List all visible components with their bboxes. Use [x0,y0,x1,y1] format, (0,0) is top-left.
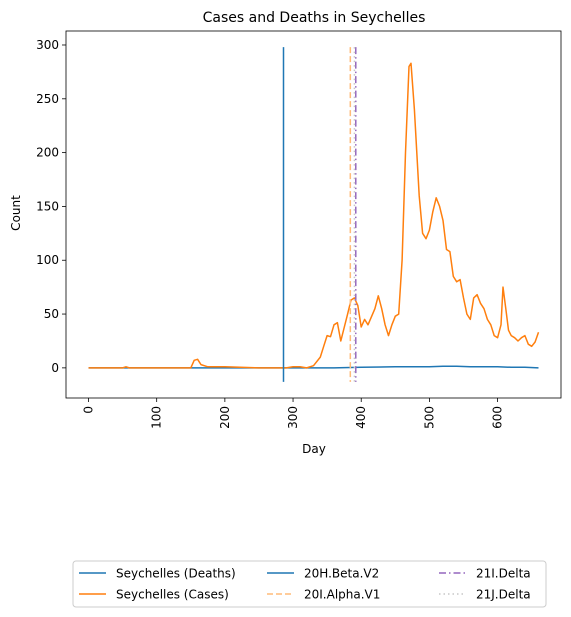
plot-frame [65,30,562,399]
x-tick-label-4: 400 [354,406,368,429]
y-axis-label: Count [9,195,23,231]
y-tick-label-0: 0 [51,361,59,375]
x-tick-label-5: 500 [422,406,436,429]
chart-title: Cases and Deaths in Seychelles [203,10,426,26]
legend-label-0: Seychelles (Deaths) [116,567,236,581]
x-tick-label-0: 0 [82,406,96,414]
y-tick-label-2: 100 [36,253,59,267]
legend-label-1: Seychelles (Cases) [116,588,229,602]
x-tick-label-1: 100 [150,406,164,429]
x-axis-label: Day [302,442,326,456]
y-tick-label-4: 200 [36,146,59,160]
y-tick-label-5: 250 [36,92,59,106]
x-tick-label-2: 200 [218,406,232,429]
series-line-0 [88,365,539,369]
legend-label-2: 20H.Beta.V2 [304,567,379,581]
y-tick-label-1: 50 [44,307,59,321]
y-tick-label-3: 150 [36,199,59,213]
x-tick-label-3: 300 [286,406,300,429]
legend-label-3: 20I.Alpha.V1 [304,588,380,602]
legend: Seychelles (Deaths) Seychelles (Cases) 20H… [72,560,547,608]
y-tick-label-6: 300 [36,38,59,52]
legend-label-4: 21I.Delta [476,567,531,581]
plot-area: 0 100 200 300 400 500 600 0 50 100 150 200 250 300 [36,30,562,429]
x-tick-label-6: 600 [491,406,505,429]
legend-label-5: 21J.Delta [476,588,531,602]
legend-box [72,560,547,608]
series-line-1 [88,62,540,369]
